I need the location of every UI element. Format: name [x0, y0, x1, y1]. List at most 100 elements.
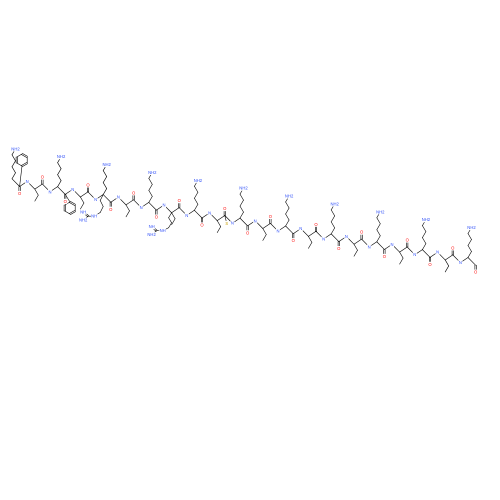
atom-label-n: N [117, 195, 120, 200]
atom-label-bg [284, 193, 294, 199]
atom-label-bg [473, 269, 478, 275]
bond-168-1 [69, 202, 76, 206]
bond-9 [80, 191, 89, 198]
bond-157-0 [22, 163, 28, 167]
bond-145 [422, 225, 427, 232]
atom-label-n: N [254, 218, 257, 223]
bond-126 [330, 215, 336, 223]
atom-label-bg [450, 245, 455, 251]
bond-149 [444, 265, 450, 273]
atom-label-bg [17, 190, 22, 197]
atom-label-bg [268, 213, 273, 219]
atom-label-o: O [269, 214, 273, 219]
bond-27 [216, 215, 226, 221]
bond-30 [239, 217, 248, 227]
bond-135 [376, 223, 381, 231]
bond-106 [239, 211, 244, 219]
atom-label-n: N [185, 213, 188, 218]
bond-73 [57, 162, 62, 169]
atom-label-n: NH [160, 228, 166, 233]
bond-98 [194, 197, 199, 205]
atom-label-n: N [48, 189, 51, 194]
atom-label-n: NH2 [147, 232, 156, 237]
bond-170 [64, 194, 71, 203]
atom-label-o: O [18, 191, 22, 196]
atom-label-bg [63, 198, 68, 204]
atom-label-bg [85, 182, 91, 188]
bond-71 [57, 174, 62, 181]
bond-160 [16, 153, 23, 158]
bond-154 [467, 233, 472, 240]
bond-157-1 [21, 162, 28, 166]
atom-label-bg [108, 206, 113, 212]
bond-158 [16, 162, 23, 167]
bond-61 [11, 172, 16, 180]
atom-label-bg [116, 194, 121, 200]
atom-label-bg [40, 174, 45, 180]
atom-label-n: N [436, 250, 439, 255]
atom-label-n: N [276, 229, 279, 234]
atom-label-n: N [390, 242, 393, 247]
bond-140 [399, 257, 404, 265]
bond-33 [262, 223, 271, 229]
atom-label-bg [93, 197, 98, 203]
bond-116 [285, 213, 290, 221]
atom-label-n: N [299, 226, 302, 231]
bond-148 [444, 259, 450, 267]
bond-127 [330, 209, 336, 217]
atom-label-n: N [322, 236, 325, 241]
bond-143 [422, 237, 427, 244]
atom-label-n: N [231, 221, 234, 226]
bond-171 [99, 194, 104, 201]
atom-label-bg [224, 220, 229, 227]
bond-109 [239, 193, 244, 201]
atom-label-bg [253, 218, 258, 224]
bond-95 [171, 218, 176, 226]
bond-21 [171, 207, 180, 214]
atom-label-bg [466, 224, 477, 231]
bond-161-1 [21, 154, 28, 158]
atom-label-bg [207, 210, 212, 216]
bond-54 [422, 249, 431, 258]
bond-173 [99, 206, 104, 213]
bond-15 [125, 199, 134, 206]
bond-94 [171, 212, 176, 220]
atom-label-bg [222, 205, 227, 212]
bond-107 [239, 205, 244, 213]
atom-label-n: NH [149, 224, 155, 229]
atom-label-n: NH [91, 214, 97, 219]
bond-42 [330, 233, 340, 242]
atom-label-bg [298, 226, 303, 232]
atom-label-n: NH2 [57, 154, 66, 159]
atom-label-n: NH2 [79, 218, 88, 223]
atom-label-bg [177, 198, 182, 204]
bond-62 [11, 166, 16, 174]
atom-label-o: O [451, 245, 455, 250]
atom-label-n: N [413, 252, 416, 257]
atom-label-bg [313, 221, 319, 227]
atom-label-o: O [132, 190, 136, 195]
bond-70 [57, 180, 62, 187]
bond-142 [422, 243, 427, 250]
atom-label-bg [79, 209, 87, 215]
bond-152 [467, 245, 472, 252]
atom-label-bg [245, 230, 250, 236]
atom-label-n: NH2 [467, 225, 476, 230]
atom-label-bg [199, 222, 205, 228]
bond-172 [99, 200, 104, 207]
atom-label-bg [147, 169, 157, 176]
atom-label-n: NH2 [11, 146, 20, 151]
atom-label-n: N [208, 210, 211, 215]
atom-label-s: S [225, 221, 228, 226]
bond-76 [80, 196, 85, 204]
atom-label-n: N [71, 187, 74, 192]
atom-label-o: O [292, 238, 296, 243]
bond-153 [467, 239, 472, 246]
bond-12 [102, 194, 112, 203]
atom-label-bg [291, 238, 296, 244]
atom-label-bg [330, 201, 340, 207]
atom-label-o: O [246, 230, 250, 235]
atom-label-n: NH2 [103, 162, 112, 167]
bond-64 [11, 154, 16, 162]
